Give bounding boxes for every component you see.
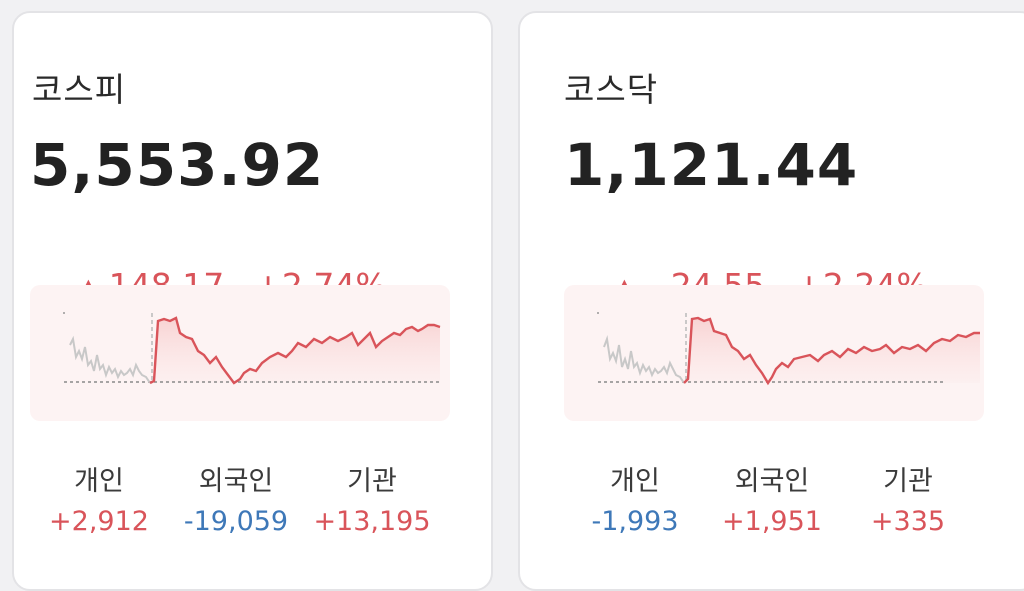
investor-institution: 기관 +335: [838, 459, 978, 537]
prev-session-line: [69, 335, 151, 384]
index-card-kospi[interactable]: 코스피 5,553.92 ▲148.17+2.74% 개인 +2,912 외국인: [12, 11, 493, 591]
intraday-area: [684, 318, 980, 383]
investor-label: 기관: [883, 466, 933, 497]
investor-label: 외국인: [198, 466, 274, 497]
investor-label: 개인: [610, 466, 660, 497]
investor-institution: 기관 +13,195: [302, 459, 442, 537]
intraday-area: [150, 318, 440, 383]
index-value: 5,553.92: [30, 131, 325, 199]
prev-session-marker: [63, 312, 65, 314]
investor-foreign: 외국인 -19,059: [166, 459, 306, 537]
index-name: 코스피: [32, 70, 127, 109]
intraday-chart-svg: [63, 312, 442, 385]
investor-value: +2,912: [49, 506, 149, 537]
prev-session-line: [603, 335, 685, 384]
investor-label: 외국인: [734, 466, 810, 497]
investor-value: +13,195: [313, 506, 431, 537]
investor-individual: 개인 +2,912: [29, 459, 169, 537]
intraday-chart-svg: [597, 312, 980, 386]
investor-label: 기관: [347, 466, 397, 497]
index-value: 1,121.44: [564, 131, 859, 199]
investor-label: 개인: [74, 466, 124, 497]
investor-value: +1,951: [722, 506, 822, 537]
investor-foreign: 외국인 +1,951: [702, 459, 842, 537]
investor-value: -19,059: [183, 506, 289, 537]
intraday-line: [683, 316, 980, 386]
prev-session-marker: [597, 312, 599, 314]
investor-individual: 개인 -1,993: [565, 459, 705, 537]
investor-value: +335: [870, 506, 946, 537]
investor-value: -1,993: [591, 506, 679, 537]
intraday-chart: [564, 285, 984, 421]
index-card-kosdaq[interactable]: 코스닥 1,121.44 ▲24.55+2.24% 개인 -1,993 외국인: [518, 11, 1024, 591]
intraday-chart: [30, 285, 450, 421]
intraday-line: [149, 316, 441, 385]
index-name: 코스닥: [564, 70, 659, 109]
